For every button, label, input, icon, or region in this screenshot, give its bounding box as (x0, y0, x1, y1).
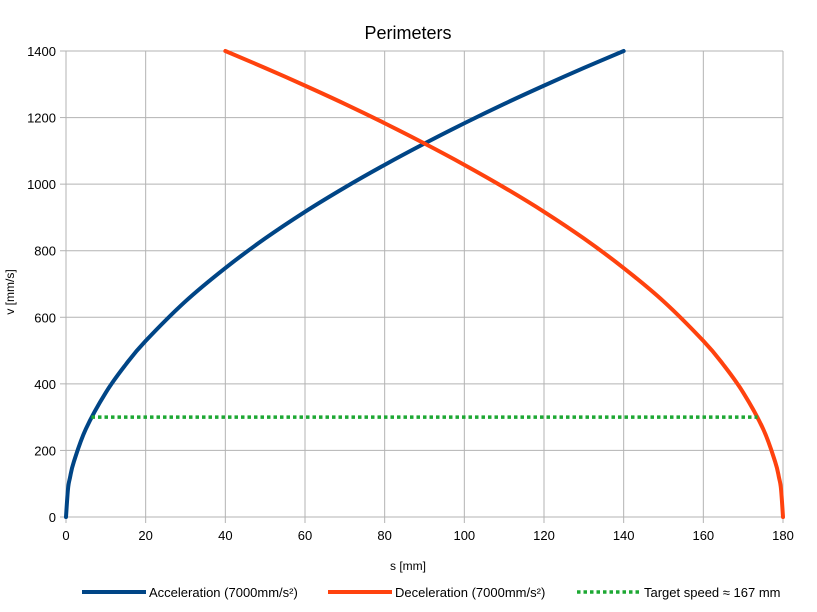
x-tick-label: 60 (298, 528, 312, 543)
legend-label-0: Acceleration (7000mm/s²) (149, 585, 298, 600)
y-tick-labels: 0 200 400 600 800 1000 1200 1400 (27, 44, 56, 525)
series-line-0 (64, 49, 626, 519)
legend-label-2: Target speed ≈ 167 mm (644, 585, 780, 600)
y-tick-label: 1400 (27, 44, 56, 59)
x-tick-label: 0 (62, 528, 69, 543)
x-tick-label: 40 (218, 528, 232, 543)
x-tick-label: 140 (613, 528, 635, 543)
grid-lines (65, 50, 784, 518)
x-tick-label: 80 (377, 528, 391, 543)
axes (60, 50, 784, 523)
x-axis-title: s [mm] (390, 559, 426, 573)
y-tick-label: 1200 (27, 111, 56, 126)
y-tick-label: 200 (34, 443, 56, 458)
series-line-1 (223, 49, 785, 519)
data-series (64, 49, 785, 519)
x-tick-label: 100 (453, 528, 475, 543)
x-tick-labels: 0 20 40 60 80 100 120 140 160 180 (62, 528, 793, 543)
x-tick-label: 160 (692, 528, 714, 543)
y-tick-label: 800 (34, 244, 56, 259)
chart-title: Perimeters (364, 23, 451, 43)
legend: Acceleration (7000mm/s²) Deceleration (70… (82, 585, 780, 600)
x-tick-label: 20 (138, 528, 152, 543)
y-tick-label: 1000 (27, 177, 56, 192)
x-tick-label: 180 (772, 528, 794, 543)
x-tick-label: 120 (533, 528, 555, 543)
y-tick-label: 400 (34, 377, 56, 392)
y-axis-title: v [mm/s] (3, 269, 17, 314)
legend-label-1: Deceleration (7000mm/s²) (395, 585, 545, 600)
y-tick-label: 600 (34, 310, 56, 325)
y-tick-label: 0 (49, 510, 56, 525)
